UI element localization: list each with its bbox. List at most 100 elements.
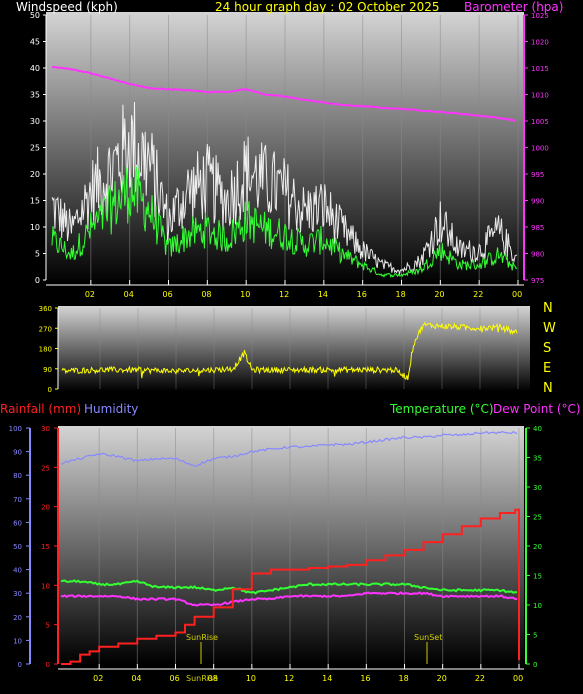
- direction-y-tick-label: 0: [48, 386, 52, 394]
- dir-label-n-top: N: [543, 301, 553, 316]
- rain-y-tick-label: 10: [41, 582, 50, 590]
- baro-y-tick-label: 980: [531, 251, 544, 259]
- direction-series: [61, 321, 518, 380]
- wind-y-tick-label: 30: [30, 117, 40, 126]
- baro-y-tick-label: 985: [531, 224, 544, 232]
- sunset-label: SunSet: [414, 633, 442, 642]
- wind-x-tick-label: 10: [240, 290, 250, 299]
- rain-x-tick-label: 08: [208, 674, 218, 683]
- rainfall-line: [61, 508, 520, 665]
- humidity-y-tick-label: 10: [13, 637, 22, 645]
- rain-humidity-temp-panel: 02 04 06 08 10 12 14 16 18 20 22 000102030405060708…: [0, 402, 581, 683]
- humidity-y-tick-label: 90: [13, 449, 22, 457]
- humidity-y-tick-label: 80: [13, 472, 22, 480]
- wind-y-tick-label: 40: [30, 64, 40, 73]
- rain-y-tick-label: 25: [41, 464, 50, 472]
- humidity-line: [60, 430, 518, 467]
- humidity-y-tick-label: 40: [13, 567, 22, 575]
- rain-x-tick-label: 00: [513, 674, 523, 683]
- wind-x-tick-label: 20: [434, 290, 444, 299]
- direction-y-tick-label: 270: [39, 325, 52, 333]
- sunrise-label: SunRise: [186, 633, 218, 642]
- direction-plot-background: [58, 306, 530, 391]
- rain-y-tick-label: 0: [46, 661, 50, 669]
- wind-axes: 02 04 06 08 10 12 14 16 18 20 22 000510152025303540…: [30, 11, 549, 299]
- dir-label-n-bottom: N: [543, 381, 553, 396]
- wind-x-tick-label: 22: [473, 290, 483, 299]
- rain-series: [60, 430, 520, 665]
- temp-y-tick-label: 30: [533, 484, 542, 492]
- temperature-axis-label: Temperature (°C): [389, 402, 494, 416]
- rain-x-tick-label: 12: [284, 674, 294, 683]
- temp-y-tick-label: 20: [533, 543, 542, 551]
- dir-label-s: S: [543, 341, 551, 356]
- rain-y-tick-label: 20: [41, 504, 50, 512]
- rain-x-tick-label: 16: [360, 674, 370, 683]
- wind-x-tick-label: 02: [85, 290, 95, 299]
- temp-y-tick-label: 25: [533, 514, 542, 522]
- humidity-y-tick-label: 50: [13, 543, 22, 551]
- rain-x-tick-label: 04: [131, 674, 141, 683]
- temp-y-tick-label: 40: [533, 425, 542, 433]
- wind-direction-panel: 0 90 180 270 360 N W S E N: [39, 301, 556, 396]
- wind-y-tick-label: 45: [30, 38, 40, 47]
- rain-x-tick-label: 02: [93, 674, 103, 683]
- rain-x-tick-label: 10: [246, 674, 256, 683]
- wind-y-tick-label: 5: [35, 250, 40, 259]
- wind-grid: [90, 15, 519, 280]
- wind-direction-line: [61, 321, 518, 380]
- wind-x-tick-label: 12: [279, 290, 289, 299]
- rain-grid: [98, 428, 520, 664]
- dir-label-e: E: [543, 361, 551, 376]
- baro-y-tick-label: 1000: [531, 145, 549, 153]
- temp-y-tick-label: 5: [533, 632, 537, 640]
- wind-y-tick-label: 10: [30, 223, 40, 232]
- baro-y-tick-label: 1005: [531, 118, 549, 126]
- wind-x-tick-label: 06: [163, 290, 173, 299]
- wind-y-tick-label: 0: [35, 276, 40, 285]
- wind-barometer-panel: 02 04 06 08 10 12 14 16 18 20 22 000510152025303540…: [16, 0, 563, 299]
- wind-y-tick-label: 15: [30, 197, 40, 206]
- wind-series: [51, 65, 518, 279]
- wind-x-tick-label: 00: [512, 290, 522, 299]
- wind-gust-line: [51, 101, 518, 276]
- humidity-y-tick-label: 30: [13, 590, 22, 598]
- dew-point-line: [60, 591, 518, 607]
- temp-y-tick-label: 0: [533, 661, 537, 669]
- temp-y-tick-label: 15: [533, 573, 542, 581]
- wind-x-tick-label: 08: [201, 290, 211, 299]
- baro-y-tick-label: 975: [531, 277, 544, 285]
- temp-y-tick-label: 10: [533, 602, 542, 610]
- wind-average-line: [51, 166, 518, 279]
- rain-plot-background: [58, 426, 524, 664]
- wind-x-tick-label: 04: [124, 290, 134, 299]
- windspeed-axis-label: Windspeed (kph): [16, 0, 118, 14]
- baro-y-tick-label: 990: [531, 198, 544, 206]
- humidity-y-tick-label: 0: [18, 661, 22, 669]
- baro-y-tick-label: 1020: [531, 39, 549, 47]
- barometer-line: [51, 65, 517, 122]
- dir-label-w: W: [543, 321, 556, 336]
- wind-y-tick-label: 20: [30, 170, 40, 179]
- humidity-y-tick-label: 70: [13, 496, 22, 504]
- wind-y-tick-label: 25: [30, 144, 40, 153]
- humidity-y-tick-label: 20: [13, 614, 22, 622]
- wind-x-tick-label: 18: [396, 290, 406, 299]
- rain-axes: 02 04 06 08 10 12 14 16 18 20 22 000102030405060708…: [9, 425, 542, 683]
- rainfall-axis-label: Rainfall (mm): [0, 402, 81, 416]
- baro-y-tick-label: 995: [531, 171, 544, 179]
- direction-y-tick-label: 360: [39, 305, 52, 313]
- wind-y-tick-label: 35: [30, 91, 40, 100]
- rain-x-tick-label: 06: [170, 674, 180, 683]
- rain-y-tick-label: 15: [41, 543, 50, 551]
- direction-y-tick-label: 90: [43, 366, 52, 374]
- rain-y-tick-label: 30: [41, 425, 50, 433]
- rain-x-tick-label: 18: [399, 674, 409, 683]
- wind-x-tick-label: 16: [357, 290, 367, 299]
- humidity-y-tick-label: 100: [9, 425, 22, 433]
- wind-x-tick-label: 14: [318, 290, 328, 299]
- baro-y-tick-label: 1010: [531, 92, 549, 100]
- wind-y-tick-label: 50: [30, 11, 40, 20]
- humidity-y-tick-label: 60: [13, 519, 22, 527]
